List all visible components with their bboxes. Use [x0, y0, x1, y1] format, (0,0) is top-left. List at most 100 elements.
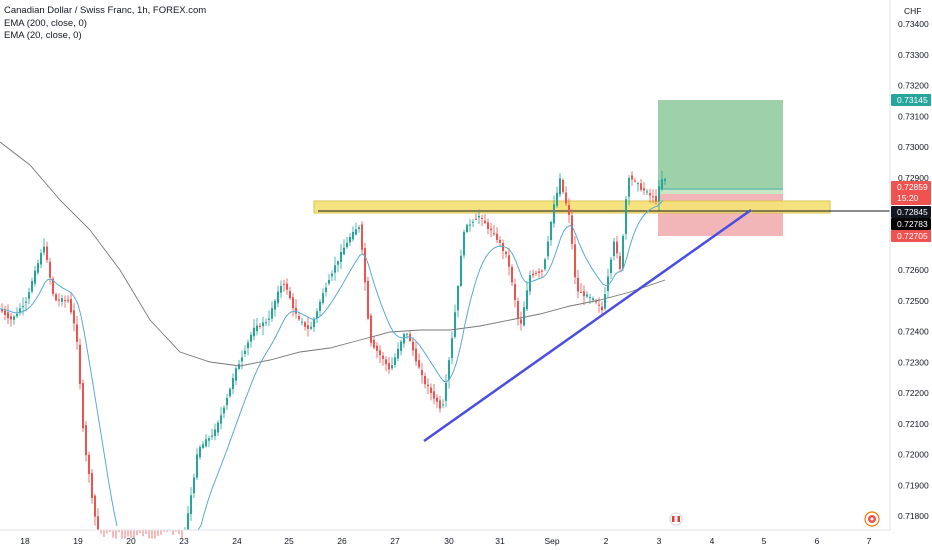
candle-body [262, 322, 264, 327]
candle-body [343, 247, 345, 255]
candle-body [253, 327, 255, 337]
time-tick-label: 20 [126, 536, 136, 546]
time-tick-label: 3 [657, 536, 662, 546]
candle-body [97, 516, 99, 530]
candle-body [223, 407, 225, 414]
candle-body [532, 273, 534, 276]
time-tick-label: 19 [73, 536, 83, 546]
candle-body [631, 175, 633, 180]
candle-body [247, 342, 249, 349]
candle-body [481, 218, 483, 220]
candle-body [451, 338, 453, 359]
candle-body [1, 308, 3, 312]
price-tick-label: 0.72000 [898, 450, 929, 460]
candle-body [475, 218, 477, 220]
candle-body [586, 294, 588, 297]
candle-body [577, 277, 579, 292]
time-tick-label: 5 [762, 536, 767, 546]
candle-body [16, 313, 18, 317]
candle-body [76, 324, 78, 342]
svg-text:0.72859: 0.72859 [897, 182, 928, 192]
event-icon[interactable] [864, 511, 880, 527]
candle-body [487, 222, 489, 229]
candle-body [646, 191, 648, 193]
price-axis: CHF 0.73400 0.73300 0.73200 0.73100 0.73000 0.… [889, 0, 929, 530]
candle-body [373, 339, 375, 348]
candle-body [655, 196, 657, 202]
candle-body [55, 294, 57, 301]
time-tick-label: 31 [495, 536, 505, 546]
candle-body [46, 246, 48, 260]
ema200-legend[interactable]: EMA (200, close, 0) [4, 17, 87, 29]
price-tick-label: 0.72600 [898, 265, 929, 275]
candle-body [463, 231, 465, 256]
candle-body [517, 301, 519, 319]
candle-body [346, 242, 348, 248]
candle-body [457, 286, 459, 311]
candle-body [13, 316, 15, 320]
candle-body [10, 316, 12, 320]
candle-body [322, 293, 324, 303]
candle-body [502, 242, 504, 252]
candle-body [376, 345, 378, 351]
candle-body [421, 370, 423, 376]
candle-body [637, 183, 639, 185]
candle-body [34, 270, 36, 284]
candle-body [538, 271, 540, 273]
candle-body [238, 364, 240, 369]
candle-body [661, 179, 663, 189]
candle-body [511, 266, 513, 283]
candle-body [445, 382, 447, 401]
candle-body [460, 255, 462, 287]
ema200-line [0, 141, 666, 367]
candle-body [286, 283, 288, 290]
currency-label: CHF [904, 6, 921, 16]
candle-body [349, 236, 351, 243]
ema20-line [0, 200, 664, 531]
candle-body [571, 215, 573, 244]
candle-body [610, 259, 612, 274]
canada-flag-icon[interactable] [669, 512, 683, 526]
candle-body [406, 333, 408, 335]
candle-body [301, 321, 303, 323]
candle-body [352, 231, 354, 240]
candle-body [211, 435, 213, 437]
price-tick-label: 0.73300 [898, 50, 929, 60]
price-tick-label: 0.72500 [898, 296, 929, 306]
candle-body [505, 251, 507, 255]
ema20-legend[interactable]: EMA (20, close, 0) [4, 30, 82, 41]
price-tick-label: 0.72100 [898, 419, 929, 429]
candle-body [469, 224, 471, 226]
time-tick-label: 6 [815, 536, 820, 546]
candle-body [220, 415, 222, 424]
candle-body [307, 325, 309, 329]
take-profit-price-tag: 0.73145 [891, 94, 931, 106]
candle-body [325, 287, 327, 292]
candle-body [367, 280, 369, 319]
time-tick-label: 27 [390, 536, 400, 546]
candle-body [553, 204, 555, 224]
candle-body [601, 306, 603, 311]
candle-body [547, 241, 549, 257]
candle-body [73, 310, 75, 324]
candle-body [613, 241, 615, 256]
candle-body [250, 334, 252, 342]
candle-body [229, 388, 231, 397]
candle-body [565, 192, 567, 204]
candle-body [607, 276, 609, 292]
candle-body [439, 400, 441, 409]
symbol-title[interactable]: Canadian Dollar / Swiss Franc, 1h, FOREX… [4, 5, 207, 16]
candle-body [508, 255, 510, 267]
candle-body [499, 239, 501, 243]
candles [1, 170, 666, 539]
candle-body [82, 383, 84, 429]
candle-body [520, 319, 522, 324]
candle-body [214, 429, 216, 437]
price-tick-label: 0.71900 [898, 480, 929, 490]
candle-body [418, 360, 420, 368]
candle-body [616, 241, 618, 254]
price-tick-label: 0.72400 [898, 327, 929, 337]
candle-body [40, 253, 42, 265]
time-tick-label: 7 [867, 536, 872, 546]
